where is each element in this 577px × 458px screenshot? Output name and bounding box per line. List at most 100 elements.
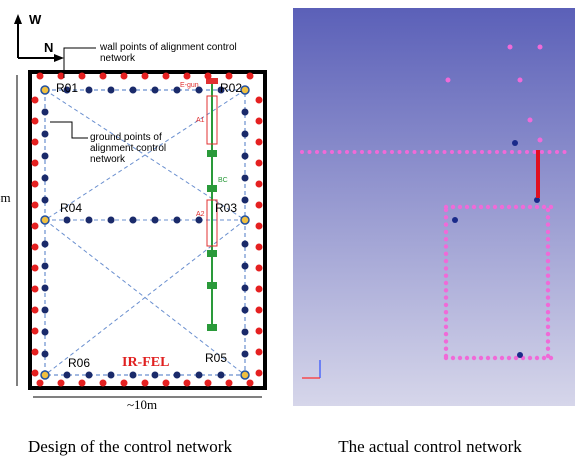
measured-point xyxy=(458,205,462,209)
measured-point xyxy=(428,150,432,154)
measured-point xyxy=(446,78,451,83)
ground-point xyxy=(242,131,249,138)
ground-point xyxy=(196,372,203,379)
measured-point xyxy=(444,274,448,278)
measured-point xyxy=(479,205,483,209)
measured-point xyxy=(503,150,507,154)
measured-point xyxy=(444,347,448,351)
measured-point xyxy=(465,356,469,360)
measured-point xyxy=(308,150,312,154)
wall-point xyxy=(32,160,39,167)
measured-point xyxy=(323,150,327,154)
wall-point xyxy=(37,380,44,387)
measured-point xyxy=(345,150,349,154)
measured-point xyxy=(518,150,522,154)
measured-point xyxy=(444,230,448,234)
measured-point xyxy=(495,150,499,154)
arrow-head xyxy=(54,54,64,62)
measured-point xyxy=(444,266,448,270)
ground-point xyxy=(174,372,181,379)
measured-point xyxy=(353,150,357,154)
ground-point xyxy=(42,263,49,270)
wall-point xyxy=(163,380,170,387)
station-label: R06 xyxy=(68,356,90,370)
measured-point xyxy=(563,150,567,154)
measured-point xyxy=(525,150,529,154)
bc-label: BC xyxy=(218,177,228,184)
ground-point xyxy=(242,285,249,292)
ground-point xyxy=(242,175,249,182)
measured-point xyxy=(500,205,504,209)
measured-point xyxy=(444,295,448,299)
station-label: R05 xyxy=(205,351,227,365)
render-view xyxy=(293,8,575,406)
ground-point xyxy=(42,351,49,358)
measured-point xyxy=(508,45,513,50)
wall-point xyxy=(32,139,39,146)
ground-point xyxy=(130,372,137,379)
ground-point xyxy=(108,87,115,94)
measured-point xyxy=(451,205,455,209)
measured-point xyxy=(533,150,537,154)
wall-point xyxy=(226,73,233,80)
figure: W N E-gun A1 A2 BC R01 R02 R03 R04 R05 R… xyxy=(0,0,577,458)
wall-point xyxy=(100,73,107,80)
measured-point xyxy=(528,205,532,209)
measured-point xyxy=(398,150,402,154)
measured-point xyxy=(435,150,439,154)
ground-point xyxy=(242,329,249,336)
measured-point xyxy=(538,45,543,50)
ground-point xyxy=(196,217,203,224)
measured-point xyxy=(480,150,484,154)
measured-point xyxy=(538,138,543,143)
measured-point xyxy=(517,352,523,358)
figure-canvas: W N E-gun A1 A2 BC R01 R02 R03 R04 R05 R… xyxy=(0,0,577,458)
wall-point xyxy=(256,139,263,146)
ground-point xyxy=(242,241,249,248)
wall-point xyxy=(32,244,39,251)
wall-point xyxy=(32,349,39,356)
measured-point xyxy=(546,354,550,358)
caption: Design of the control network xyxy=(28,437,232,456)
measured-point xyxy=(546,252,550,256)
measured-point xyxy=(542,205,546,209)
station-label: R02 xyxy=(220,81,242,95)
wall-point xyxy=(121,380,128,387)
measured-point xyxy=(546,274,550,278)
ground-point xyxy=(42,109,49,116)
wall-point xyxy=(163,73,170,80)
measured-point xyxy=(444,354,448,358)
measured-point xyxy=(444,244,448,248)
measured-point xyxy=(486,356,490,360)
wall-point xyxy=(256,244,263,251)
ground-point xyxy=(196,87,203,94)
measured-point xyxy=(493,356,497,360)
measured-point xyxy=(546,295,550,299)
wall-point xyxy=(32,265,39,272)
measured-point xyxy=(360,150,364,154)
measured-point xyxy=(546,237,550,241)
magnet xyxy=(207,324,217,331)
wall-point xyxy=(256,349,263,356)
measured-point xyxy=(443,150,447,154)
ground-point xyxy=(64,217,71,224)
station-label: R01 xyxy=(56,81,78,95)
measured-point xyxy=(444,288,448,292)
measured-point xyxy=(444,222,448,226)
wall-point xyxy=(205,380,212,387)
ground-point xyxy=(86,372,93,379)
measured-point xyxy=(383,150,387,154)
station-label: R03 xyxy=(215,201,237,215)
ground-point xyxy=(42,285,49,292)
wall-note: wall points of alignment control network xyxy=(100,42,240,64)
measured-point xyxy=(452,217,458,223)
wall-point xyxy=(58,380,65,387)
ground-point xyxy=(174,87,181,94)
measured-point xyxy=(510,150,514,154)
measured-point xyxy=(300,150,304,154)
measured-point xyxy=(330,150,334,154)
wall-point xyxy=(32,286,39,293)
ground-point xyxy=(108,217,115,224)
ground-point xyxy=(42,241,49,248)
measured-point xyxy=(405,150,409,154)
